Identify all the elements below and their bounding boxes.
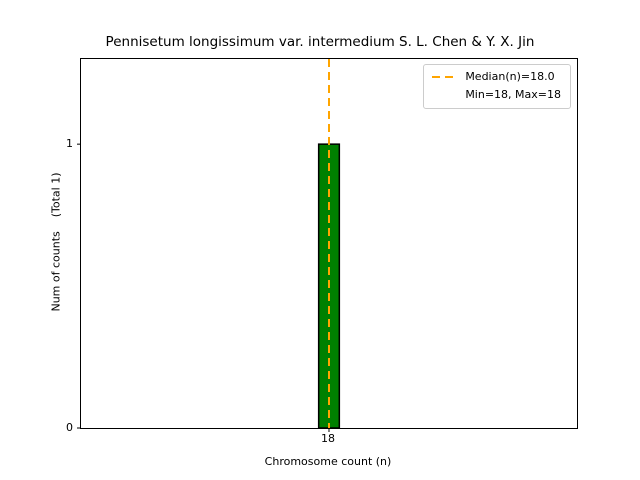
x-tick-label-0: 18 xyxy=(321,432,335,445)
chart-title: Pennisetum longissimum var. intermedium … xyxy=(105,34,535,50)
y-tick-label-1: 1 xyxy=(66,136,73,150)
legend-median-label: Median(n)=18.0 xyxy=(465,70,555,83)
legend-spacer xyxy=(431,94,458,95)
y-tick-label-0: 0 xyxy=(66,420,73,434)
plot-canvas xyxy=(77,59,341,432)
legend-median-entry: Median(n)=18.0 xyxy=(431,70,561,84)
plot-area: Median(n)=18.0 Min=18, Max=18 xyxy=(77,58,578,432)
legend-minmax-entry: Min=18, Max=18 xyxy=(431,88,561,102)
median-line-sample-icon xyxy=(432,75,458,78)
legend-minmax-label: Min=18, Max=18 xyxy=(465,87,561,101)
y-axis-label: Num of counts (Total 1) xyxy=(49,172,63,312)
x-axis-label: Chromosome count (n) xyxy=(264,455,392,468)
legend: Median(n)=18.0 Min=18, Max=18 xyxy=(423,64,571,109)
